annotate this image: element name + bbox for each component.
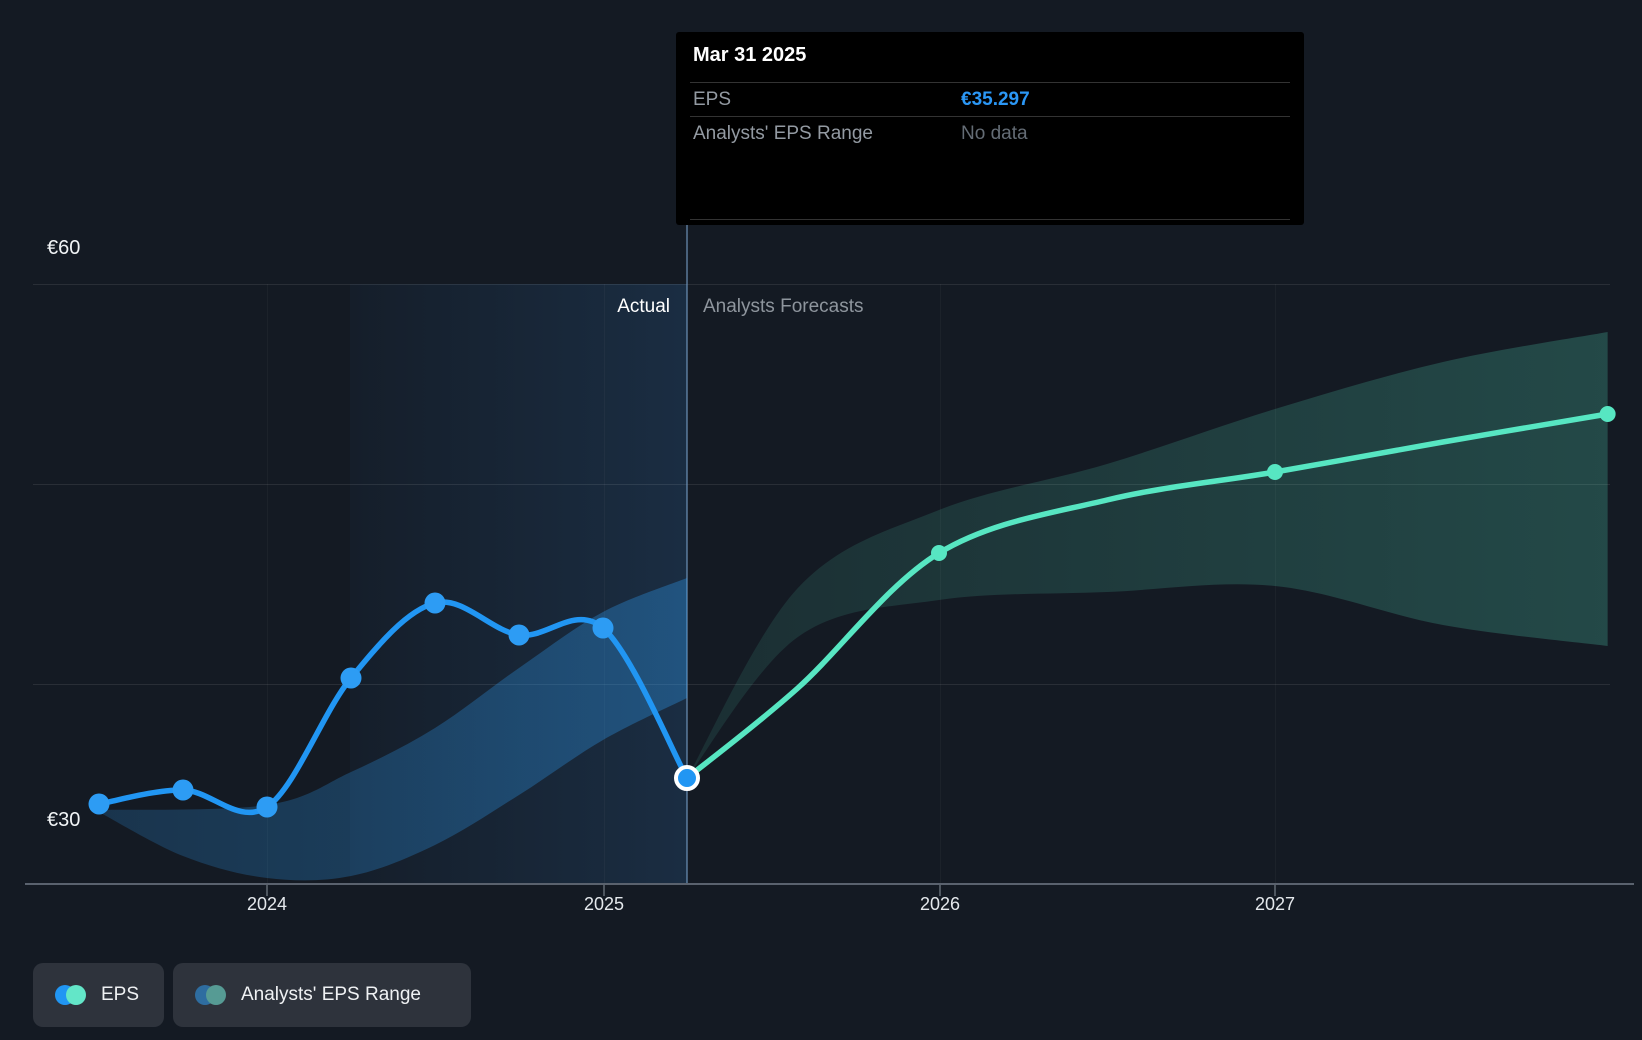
legend-chip-analysts-eps-range[interactable]: Analysts' EPS Range — [173, 963, 471, 1027]
forecast-data-point[interactable] — [931, 545, 947, 561]
gridline-40 — [33, 684, 1610, 685]
muted-teal-dot-icon — [206, 985, 226, 1005]
y-axis-label-30: €30 — [47, 809, 81, 831]
eps-data-point[interactable] — [340, 667, 362, 689]
eps-legend-icon — [55, 985, 86, 1005]
tooltip-eps-label: EPS — [693, 89, 732, 110]
eps-data-point[interactable] — [424, 592, 446, 614]
tooltip-range-value: No data — [961, 123, 1028, 144]
legend-range-label: Analysts' EPS Range — [241, 984, 421, 1005]
eps-data-point[interactable] — [172, 779, 194, 801]
x-axis-line — [25, 883, 1634, 885]
forecast-data-point[interactable] — [1599, 406, 1616, 422]
y-axis-label-60: €60 — [47, 237, 81, 259]
eps-forecast-line — [684, 411, 1611, 781]
gridline-50 — [33, 484, 1610, 485]
x-axis-label-2027: 2027 — [1254, 894, 1296, 914]
tooltip-divider — [690, 219, 1290, 220]
gridline-60 — [33, 284, 1610, 285]
forecast-data-point[interactable] — [1267, 464, 1283, 480]
forecast-section-label: Analysts Forecasts — [703, 296, 864, 317]
tooltip: Mar 31 2025 EPS €35.297 Analysts' EPS Ra… — [676, 32, 1304, 225]
tooltip-divider — [690, 82, 1290, 83]
tooltip-divider — [690, 116, 1290, 117]
x-axis-label-2026: 2026 — [919, 894, 961, 914]
tooltip-eps-value: €35.297 — [961, 89, 1030, 110]
x-axis-label-2025: 2025 — [583, 894, 625, 914]
tick-mark-2026 — [939, 885, 941, 896]
actual-eps-range-band — [99, 578, 687, 881]
today-divider-line — [686, 225, 688, 884]
eps-data-point[interactable] — [88, 793, 110, 815]
tick-mark-2027 — [1274, 885, 1276, 896]
x-axis-label-2024: 2024 — [246, 894, 288, 914]
range-legend-icon — [195, 985, 226, 1005]
tick-mark-2024 — [266, 885, 268, 896]
legend-chip-eps[interactable]: EPS — [33, 963, 164, 1027]
legend-eps-label: EPS — [101, 984, 140, 1005]
tooltip-date: Mar 31 2025 — [693, 44, 807, 66]
forecast-eps-range-band — [687, 332, 1608, 778]
actual-section-label: Actual — [617, 296, 670, 317]
eps-data-point[interactable] — [508, 624, 530, 646]
eps-data-point[interactable] — [592, 617, 614, 639]
eps-data-point[interactable] — [256, 796, 278, 818]
tick-mark-2025 — [603, 885, 605, 896]
current-eps-point[interactable] — [674, 765, 700, 792]
tooltip-range-label: Analysts' EPS Range — [693, 123, 873, 144]
teal-dot-icon — [66, 985, 86, 1005]
